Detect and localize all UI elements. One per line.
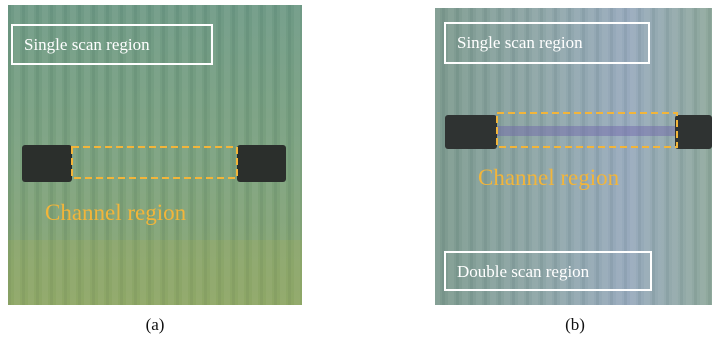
panel-a: Single scan region Channel region (a) <box>8 5 302 334</box>
pad <box>675 115 712 149</box>
caption: (b) <box>565 315 585 334</box>
region-label: Double scan region <box>457 262 590 281</box>
channel <box>497 126 675 136</box>
caption: (a) <box>146 315 165 334</box>
channel-label: Channel region <box>478 165 620 190</box>
pad <box>445 115 497 149</box>
pad <box>22 145 72 182</box>
region-label: Single scan region <box>457 33 583 52</box>
panel-b: Single scan region Channel region Double… <box>435 8 712 334</box>
texture <box>435 8 712 305</box>
pad <box>237 145 286 182</box>
figure: Single scan region Channel region (a) Si… <box>0 0 726 338</box>
texture <box>8 240 302 305</box>
region-label: Single scan region <box>24 35 150 54</box>
channel-label: Channel region <box>45 200 187 225</box>
